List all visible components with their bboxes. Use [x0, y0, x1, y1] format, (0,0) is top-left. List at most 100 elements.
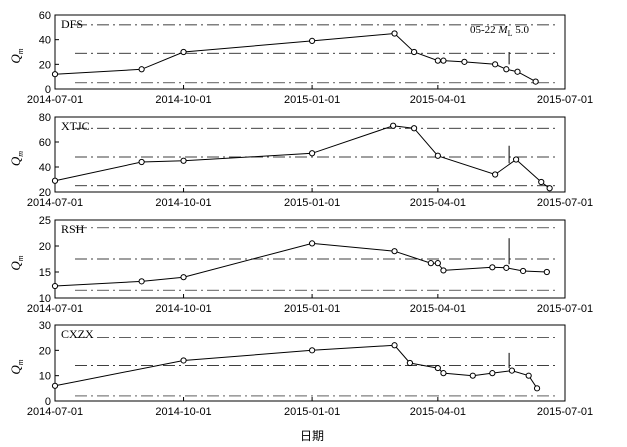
x-tick-label: 2015-04-01 [410, 406, 466, 418]
data-point [308, 150, 316, 157]
station-name: RSH [61, 222, 85, 236]
data-point [434, 152, 441, 159]
data-point [410, 125, 418, 132]
data-point [508, 367, 516, 374]
earthquake-annotation: 05-22 ML 5.0 [470, 24, 529, 38]
plot-frame [54, 116, 566, 193]
data-point [440, 370, 447, 377]
data-point [138, 158, 145, 166]
x-tick-label: 2015-07-01 [537, 303, 593, 315]
data-point [391, 30, 398, 37]
data-point [51, 282, 59, 290]
y-tick-label: 30 [39, 320, 51, 332]
data-point [514, 68, 521, 75]
x-tick-label: 2014-07-01 [27, 303, 83, 315]
data-point [406, 359, 414, 367]
data-point [427, 260, 434, 267]
data-point [512, 156, 520, 163]
data-point [138, 278, 145, 285]
data-point [51, 382, 59, 389]
x-tick-label: 2014-10-01 [155, 406, 211, 418]
data-point [391, 342, 398, 349]
y-tick-label: 25 [39, 215, 51, 227]
x-tick-label: 2015-01-01 [284, 303, 340, 315]
station-name: DFS [61, 17, 83, 31]
data-point [532, 78, 539, 85]
panel-rsh: 10 15 20 25 2014-07-01 2014-10-01 2015-01-01 20… [8, 215, 593, 315]
data-point [308, 37, 316, 45]
data-point [434, 260, 441, 267]
data-point [51, 177, 59, 184]
data-point [440, 57, 447, 64]
y-tick-label: 40 [39, 35, 51, 47]
data-point [180, 157, 187, 164]
data-point [180, 274, 187, 281]
y-axis-label: Qm [8, 255, 25, 270]
y-tick-label: 60 [39, 137, 51, 149]
data-point [543, 268, 550, 276]
data-point [492, 171, 499, 178]
x-tick-label: 2015-07-01 [537, 406, 593, 418]
series-line [54, 344, 538, 389]
panel-dfs: 0 20 40 60 2014-07-01 2014-10-01 2015-01-01 201… [8, 10, 593, 106]
data-point [308, 347, 316, 354]
x-tick-label: 2015-07-01 [537, 94, 593, 106]
data-point [180, 357, 187, 364]
series-line [54, 32, 536, 83]
x-tick-label: 2015-04-01 [410, 94, 466, 106]
x-tick-label: 2014-07-01 [27, 197, 83, 209]
data-point [503, 264, 510, 271]
data-point [469, 372, 476, 379]
data-point [519, 267, 527, 275]
y-tick-label: 20 [39, 241, 51, 253]
data-point [489, 264, 496, 271]
x-tick-label: 2015-01-01 [284, 406, 340, 418]
data-point [538, 178, 545, 186]
data-point [410, 48, 418, 56]
y-tick-label: 20 [39, 59, 51, 71]
data-point [525, 372, 532, 379]
y-axis-label: Qm [8, 359, 25, 374]
x-tick-label: 2014-10-01 [155, 197, 211, 209]
x-tick-label: 2014-10-01 [155, 303, 211, 315]
y-axis-label: Qm [8, 48, 25, 63]
panel-xtjc: 20 40 60 80 2014-07-01 2014-10-01 2015-01-01 20… [8, 112, 593, 209]
plot-frame [54, 219, 566, 299]
y-tick-label: 0 [45, 396, 51, 408]
y-tick-label: 20 [39, 345, 51, 357]
station-name: XTJC [61, 119, 90, 133]
data-point [492, 61, 499, 68]
y-tick-label: 20 [39, 187, 51, 199]
data-point [391, 248, 398, 255]
data-point [546, 185, 553, 192]
y-tick-label: 10 [39, 371, 51, 383]
data-point [440, 267, 447, 274]
y-tick-label: 60 [39, 10, 51, 22]
data-point [308, 240, 316, 247]
series-line [54, 242, 547, 287]
x-axis-label: 日期 [300, 429, 324, 443]
station-name: CXZX [61, 327, 94, 341]
x-tick-label: 2014-10-01 [155, 94, 211, 106]
x-tick-label: 2014-07-01 [27, 94, 83, 106]
data-point [461, 58, 468, 65]
data-point [434, 57, 441, 64]
panel-cxzx: 0 10 20 30 2014-07-01 2014-10-01 2015-01-01 201… [8, 320, 593, 418]
x-tick-label: 2015-07-01 [537, 197, 593, 209]
x-tick-label: 2015-01-01 [284, 94, 340, 106]
x-tick-label: 2015-01-01 [284, 197, 340, 209]
data-point [503, 66, 510, 73]
data-point [533, 385, 541, 392]
plot-frame [54, 14, 566, 90]
y-tick-label: 0 [45, 84, 51, 96]
data-point [138, 66, 145, 73]
plot-frame [54, 324, 566, 402]
y-tick-label: 15 [39, 267, 51, 279]
data-point [180, 48, 187, 56]
x-tick-label: 2014-07-01 [27, 406, 83, 418]
y-tick-label: 10 [39, 293, 51, 305]
data-point [51, 71, 59, 78]
y-tick-label: 40 [39, 162, 51, 174]
